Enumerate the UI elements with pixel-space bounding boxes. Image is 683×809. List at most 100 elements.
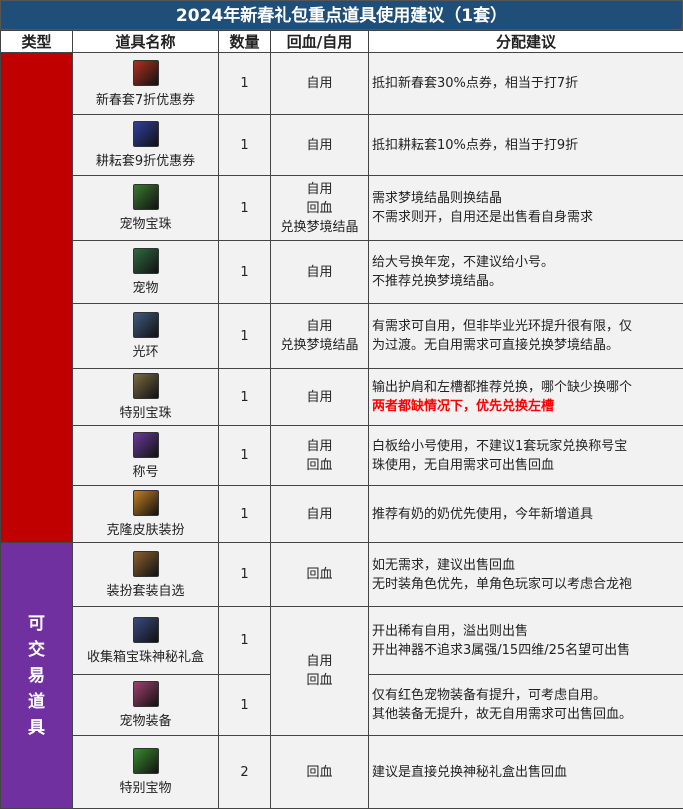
advice-cell: 白板给小号使用，不建议1套玩家兑换称号宝珠使用，无自用需求可出售回血 [369, 426, 683, 486]
use-cell: 自用 [271, 53, 369, 115]
use-cell: 自用 [271, 486, 369, 543]
item-name: 光环 [132, 345, 158, 360]
advice-line: 需求梦境结晶则换结晶 [372, 189, 683, 208]
type-label: 可交易道具 [27, 611, 47, 741]
advice-line: 其他装备无提升，故无自用需求可出售回血。 [372, 705, 683, 724]
item-name: 特别宝珠 [119, 406, 171, 421]
item-name-cell: 特别宝珠 [73, 369, 219, 426]
qty-cell: 1 [219, 176, 271, 241]
qty-cell: 1 [219, 241, 271, 304]
qty-cell: 1 [219, 369, 271, 426]
use-cell: 自用 [271, 241, 369, 304]
item-name: 特别宝物 [119, 781, 171, 796]
item-name-cell: 装扮套装自选 [73, 543, 219, 607]
item-name: 耕耘套9折优惠券 [96, 154, 195, 169]
use-value: 自用 [271, 74, 368, 93]
use-value: 回血 [271, 456, 368, 475]
item-name-cell: 宠物宝珠 [73, 176, 219, 241]
header-row: 类型 道具名称 数量 回血/自用 分配建议 [1, 31, 683, 53]
advice-cell: 推荐有奶的奶优先使用，今年新增道具 [369, 486, 683, 543]
item-name: 收集箱宝珠神秘礼盒 [87, 650, 204, 665]
advice-line: 给大号换年宠，不建议给小号。 [372, 253, 683, 272]
header-type: 类型 [1, 31, 73, 53]
advice-highlight: 两者都缺情况下，优先兑换左槽 [372, 397, 683, 416]
use-cell: 自用兑换梦境结晶 [271, 304, 369, 369]
advice-line: 仅有红色宠物装备有提升，可考虑自用。 [372, 686, 683, 705]
use-value: 自用 [271, 263, 368, 282]
item-icon [133, 617, 159, 643]
header-qty: 数量 [219, 31, 271, 53]
advice-cell: 需求梦境结晶则换结晶不需求则开，自用还是出售看自身需求 [369, 176, 683, 241]
use-cell: 自用 [271, 369, 369, 426]
item-icon [133, 248, 159, 274]
item-name-cell: 收集箱宝珠神秘礼盒 [73, 607, 219, 675]
item-name: 克隆皮肤装扮 [106, 523, 184, 538]
item-icon [133, 121, 159, 147]
advice-line: 推荐有奶的奶优先使用，今年新增道具 [372, 505, 683, 524]
advice-cell: 抵扣新春套30%点券，相当于打7折 [369, 53, 683, 115]
qty-cell: 1 [219, 53, 271, 115]
use-cell: 回血 [271, 736, 369, 809]
use-value: 自用 [271, 388, 368, 407]
qty-cell: 1 [219, 675, 271, 736]
advice-cell: 开出稀有自用，溢出则出售开出神器不追求3属强/15四维/25名望可出售 [369, 607, 683, 675]
item-name-cell: 耕耘套9折优惠券 [73, 115, 219, 176]
qty-cell: 1 [219, 486, 271, 543]
advice-line: 抵扣新春套30%点券，相当于打7折 [372, 74, 683, 93]
header-name: 道具名称 [73, 31, 219, 53]
item-name-cell: 称号 [73, 426, 219, 486]
use-cell: 自用回血 [271, 607, 369, 736]
item-icon [133, 312, 159, 338]
advice-line: 开出稀有自用，溢出则出售 [372, 622, 683, 641]
type-cell-tradable: 可交易道具 [1, 543, 73, 809]
item-name-cell: 宠物 [73, 241, 219, 304]
advice-line: 有需求可自用，但非毕业光环提升很有限，仅 [372, 317, 683, 336]
use-cell: 回血 [271, 543, 369, 607]
header-advice: 分配建议 [369, 31, 683, 53]
advice-line: 抵扣耕耘套10%点券，相当于打9折 [372, 136, 683, 155]
advice-cell: 建议是直接兑换神秘礼盒出售回血 [369, 736, 683, 809]
advice-cell: 给大号换年宠，不建议给小号。不推荐兑换梦境结晶。 [369, 241, 683, 304]
use-cell: 自用 [271, 115, 369, 176]
advice-line: 珠使用，无自用需求可出售回血 [372, 456, 683, 475]
use-value: 回血 [271, 763, 368, 782]
item-name-cell: 新春套7折优惠券 [73, 53, 219, 115]
use-cell: 自用回血 [271, 426, 369, 486]
use-value: 自用 [271, 317, 368, 336]
item-name-cell: 光环 [73, 304, 219, 369]
advice-line: 无时装角色优先，单角色玩家可以考虑合龙袍 [372, 575, 683, 594]
use-value: 自用 [271, 437, 368, 456]
item-icon [133, 432, 159, 458]
item-name: 宠物装备 [119, 714, 171, 729]
item-name-cell: 特别宝物 [73, 736, 219, 809]
item-name: 称号 [132, 465, 158, 480]
qty-cell: 1 [219, 607, 271, 675]
use-value: 兑换梦境结晶 [271, 218, 368, 237]
item-icon [133, 681, 159, 707]
advice-line: 输出护肩和左槽都推荐兑换，哪个缺少换哪个 [372, 378, 683, 397]
use-value: 自用 [271, 652, 368, 671]
item-name: 宠物宝珠 [119, 217, 171, 232]
use-value: 回血 [271, 565, 368, 584]
advice-line: 为过渡。无自用需求可直接兑换梦境结晶。 [372, 336, 683, 355]
qty-cell: 1 [219, 115, 271, 176]
item-name: 新春套7折优惠券 [96, 93, 195, 108]
page-title: 2024年新春礼包重点道具使用建议（1套） [0, 0, 683, 30]
advice-line: 如无需求，建议出售回血 [372, 556, 683, 575]
header-use: 回血/自用 [271, 31, 369, 53]
use-value: 回血 [271, 199, 368, 218]
item-icon [133, 184, 159, 210]
use-value: 自用 [271, 505, 368, 524]
item-icon [133, 490, 159, 516]
item-icon [133, 551, 159, 577]
